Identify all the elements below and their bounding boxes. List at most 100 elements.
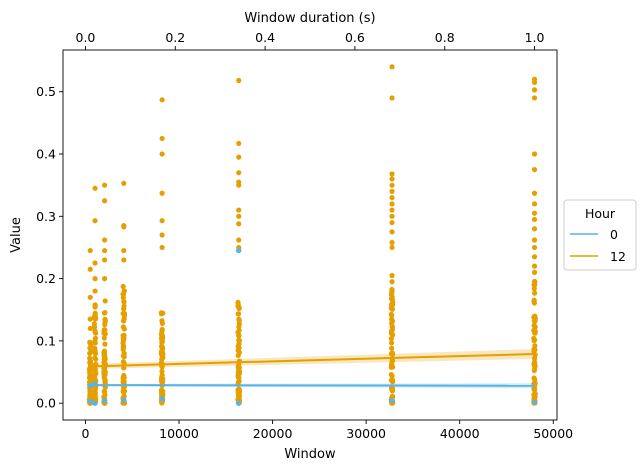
series-12-point — [92, 387, 98, 393]
series-12-point — [87, 247, 93, 254]
series-12-point — [389, 297, 396, 303]
series-12-point — [389, 312, 395, 318]
series-12-point — [389, 182, 395, 188]
series-12-point — [388, 340, 395, 346]
series-12-point — [236, 170, 242, 176]
series-0-point — [236, 247, 242, 254]
x-tick-label: 40000 — [440, 426, 480, 441]
series-12-point — [91, 321, 97, 327]
series-12-point — [531, 300, 538, 306]
top-x-tick-label: 0.8 — [435, 30, 455, 45]
ticks-layer: 0 10000 20000 30000 40000 50000 0.0 0.1 0.2 0.3 0.… — [36, 30, 573, 441]
series-12-point — [87, 355, 93, 361]
series-12-point — [236, 321, 242, 327]
series-12-point — [389, 64, 395, 70]
series-12-point — [121, 224, 127, 230]
series-12-point — [92, 288, 98, 294]
top-x-tick-label: 0.4 — [255, 30, 275, 45]
fit-layer — [90, 348, 535, 389]
series-12-point — [532, 330, 538, 336]
series-12-point — [235, 347, 241, 354]
series-12-point — [531, 387, 538, 393]
series-12-point — [121, 298, 127, 305]
series-12-point — [389, 345, 395, 351]
series-12-point — [531, 190, 538, 196]
y-tick-label: 0.3 — [36, 209, 56, 224]
series-12-point — [101, 329, 107, 335]
series-12-point — [121, 247, 127, 254]
series-12-point — [531, 269, 538, 275]
series-12-point — [388, 386, 395, 392]
series-12-point — [236, 337, 242, 343]
series-12-point — [121, 372, 127, 379]
top-x-tick-label: 0.6 — [345, 30, 365, 45]
series-12-point — [120, 343, 126, 349]
series-12-point — [159, 347, 165, 353]
series-12-point — [531, 87, 538, 93]
series-12-point — [158, 311, 165, 317]
series-12-point — [102, 247, 108, 254]
series-12-point — [236, 390, 242, 396]
y-tick-label: 0.4 — [36, 147, 56, 162]
series-12-point — [389, 279, 395, 285]
y-tick-label: 0.2 — [36, 271, 56, 286]
series-12-point — [389, 244, 395, 251]
series-0-point — [87, 398, 93, 404]
series-12-point — [92, 310, 98, 316]
series-12-point — [101, 350, 108, 356]
series-12-point — [121, 303, 127, 309]
series-12-point — [388, 330, 395, 337]
series-12-point — [236, 213, 242, 219]
legend-label-0: 0 — [610, 227, 618, 242]
series-12-point — [236, 327, 242, 333]
series-12-point — [101, 335, 107, 341]
series-12-point — [92, 371, 98, 377]
series-12-point — [531, 166, 538, 173]
series-0-point — [102, 398, 108, 404]
series-12-point — [159, 318, 165, 324]
series-12-point — [389, 373, 395, 379]
series-12-point — [159, 97, 165, 103]
top-x-axis-title: Window duration (s) — [244, 11, 375, 26]
top-x-tick-label: 1.0 — [525, 30, 545, 45]
series-0-point — [389, 398, 395, 404]
series-12-point — [389, 219, 395, 226]
series-12-point — [102, 372, 108, 378]
series-12-point — [531, 254, 538, 260]
series-12-point — [236, 221, 242, 227]
series-12-point — [531, 79, 538, 85]
series-12-point — [87, 369, 93, 376]
series-12-point — [532, 394, 538, 400]
series-12-point — [531, 226, 538, 232]
series-12-point — [531, 244, 538, 251]
x-tick-label: 20000 — [253, 426, 293, 441]
series-12-point — [389, 176, 395, 182]
series-12-point — [531, 286, 537, 292]
series-12-point — [87, 350, 93, 356]
series-12-point — [532, 324, 538, 330]
series-12-point — [235, 343, 241, 349]
legend-label-12: 12 — [610, 249, 626, 264]
series-12-point — [87, 325, 93, 332]
x-tick-label: 10000 — [159, 426, 199, 441]
series-12-point — [236, 370, 242, 377]
series-12-point — [120, 324, 126, 330]
series-12-point — [531, 95, 538, 101]
x-tick-label: 30000 — [346, 426, 386, 441]
series-12-point — [388, 351, 394, 357]
series-12-point — [102, 341, 108, 347]
series-12-point — [531, 279, 538, 286]
y-tick-label: 0.5 — [36, 84, 56, 99]
series-12-point — [158, 387, 165, 393]
series-12-point — [531, 263, 538, 269]
series-12-point — [531, 237, 538, 243]
top-x-tick-label: 0.0 — [76, 30, 96, 45]
series-12-point — [236, 207, 242, 213]
series-12-point — [532, 314, 538, 320]
series-12-point — [92, 338, 98, 344]
series-12-point — [531, 375, 537, 381]
series-12-point — [120, 291, 126, 297]
series-12-point — [159, 356, 165, 363]
series-12-point — [159, 151, 165, 157]
